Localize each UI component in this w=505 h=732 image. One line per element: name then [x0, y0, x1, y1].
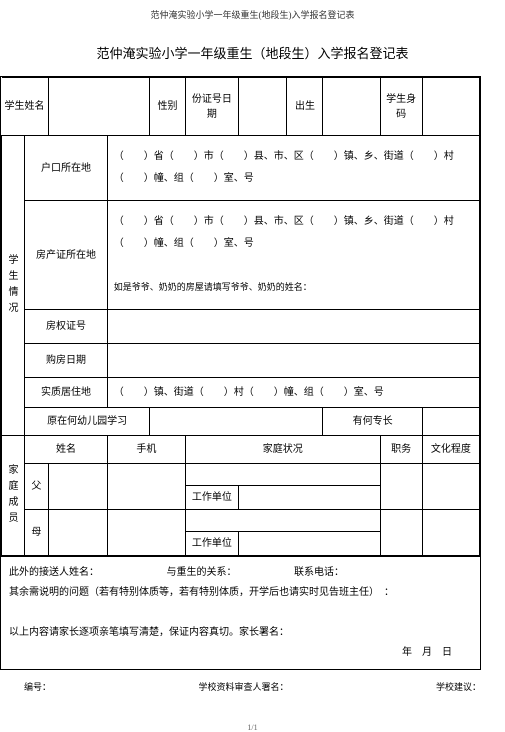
cert-no-value[interactable]: [107, 310, 479, 344]
fam-h-phone: 手机: [107, 436, 185, 464]
father-status[interactable]: [185, 464, 380, 486]
page-number: 1/1: [0, 723, 505, 732]
id-date-label: 份证号日期: [185, 78, 238, 136]
father-label: 父: [25, 464, 48, 510]
mother-status[interactable]: [185, 510, 380, 532]
form-table: 学生姓名 性别 份证号日期 出生 学生身码 学生情况 户口所在地 （ ）省（ ）…: [0, 76, 481, 670]
father-edu[interactable]: [422, 464, 479, 510]
student-name-label: 学生姓名: [2, 78, 49, 136]
id-date-value[interactable]: [238, 78, 287, 136]
father-workunit[interactable]: [238, 486, 380, 510]
fam-h-edu: 文化程度: [422, 436, 479, 464]
mother-phone[interactable]: [107, 510, 185, 556]
situation-label: 学生情况: [2, 136, 25, 436]
buy-date-value[interactable]: [107, 344, 479, 378]
fam-h-name: 姓名: [25, 436, 107, 464]
kindergarten-value[interactable]: [150, 408, 323, 436]
page-header-small: 范仲淹实验小学一年级重生(地段生)入学报名登记表: [0, 0, 505, 25]
footer-line: 编号： 学校资料审查人署名： 学校建议：: [24, 680, 481, 693]
family-label: 家庭成员: [2, 436, 25, 556]
footer-no: 编号：: [24, 680, 51, 693]
property-label: 房产证所在地: [25, 201, 107, 310]
fam-h-job: 职务: [380, 436, 422, 464]
fam-h-status: 家庭状况: [185, 436, 380, 464]
kindergarten-label: 原在何幼儿园学习: [25, 408, 150, 436]
footer-review: 学校资料审查人署名：: [198, 680, 288, 693]
hukou-label: 户口所在地: [25, 136, 107, 201]
actual-addr-label: 实质居住地: [25, 378, 107, 408]
hukou-addr[interactable]: （ ）省（ ）市（ ）县、市、区（ ）镇、乡、街道（ ）村（ ）幢、组（ ）室、…: [107, 136, 479, 201]
mother-name[interactable]: [48, 510, 107, 556]
birth-value[interactable]: [323, 78, 380, 136]
id-code-value[interactable]: [422, 78, 479, 136]
property-addr[interactable]: （ ）省（ ）市（ ）县、市、区（ ）镇、乡、街道（ ）村（ ）幢、组（ ）室、…: [107, 201, 479, 310]
father-workunit-label: 工作单位: [185, 486, 238, 510]
mother-workunit[interactable]: [238, 532, 380, 556]
father-job[interactable]: [380, 464, 422, 510]
buy-date-label: 购房日期: [25, 344, 107, 378]
id-code-label: 学生身码: [380, 78, 422, 136]
student-name-value[interactable]: [48, 78, 150, 136]
actual-addr-value[interactable]: （ ）镇、街道（ ）村（ ）幢、组（ ）室、号: [107, 378, 479, 408]
mother-label: 母: [25, 510, 48, 556]
birth-label: 出生: [287, 78, 323, 136]
notes-block: 此外的接送人姓名： 与重生的关系： 联系电话： 其余需说明的问题（若有特别体质等…: [1, 556, 480, 669]
sex-label: 性别: [150, 78, 186, 136]
mother-workunit-label: 工作单位: [185, 532, 238, 556]
father-phone[interactable]: [107, 464, 185, 510]
talent-value[interactable]: [422, 408, 479, 436]
mother-job[interactable]: [380, 510, 422, 556]
cert-no-label: 房权证号: [25, 310, 107, 344]
father-name[interactable]: [48, 464, 107, 510]
talent-label: 有何专长: [323, 408, 422, 436]
mother-edu[interactable]: [422, 510, 479, 556]
footer-suggest: 学校建议：: [436, 680, 481, 693]
form-title: 范仲淹实验小学一年级重生（地段生）入学报名登记表: [0, 25, 505, 76]
